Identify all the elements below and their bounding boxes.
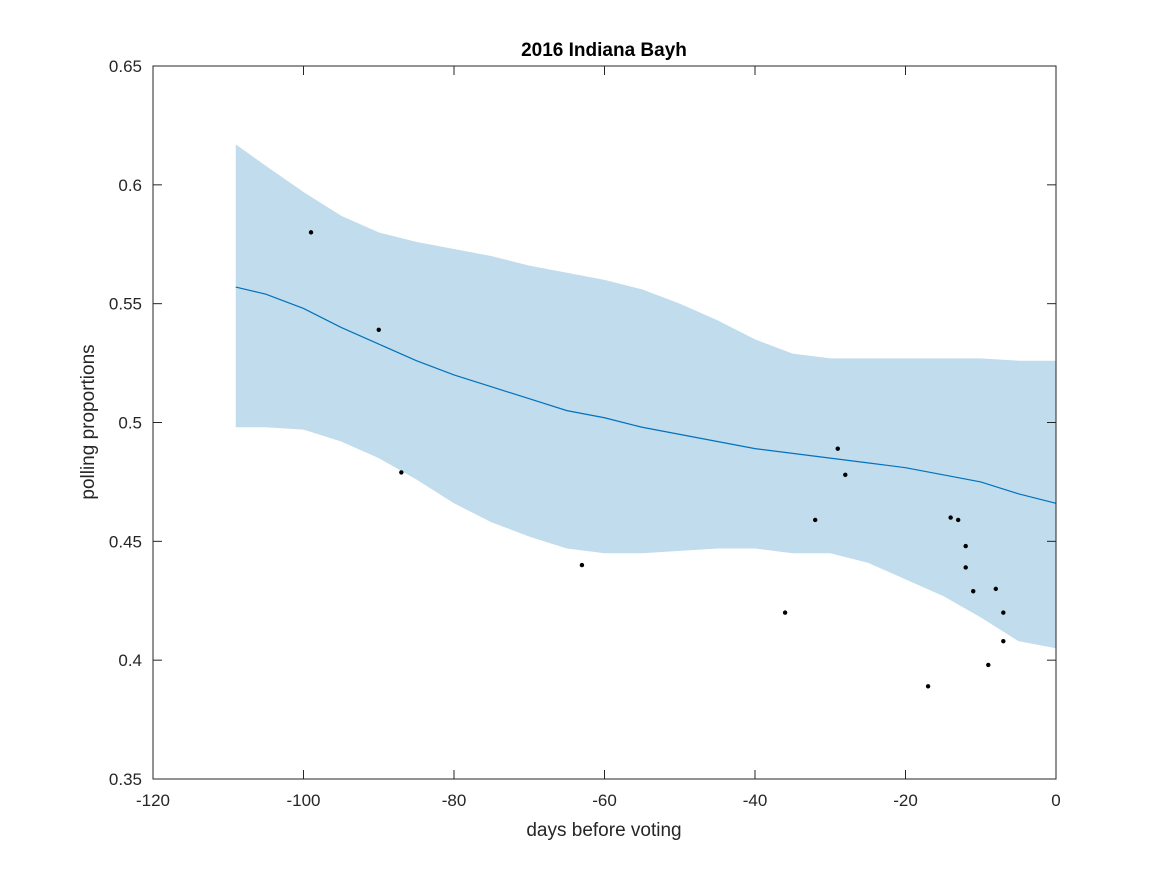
y-axis-label: polling proportions	[78, 344, 99, 499]
x-tick-label: 0	[1051, 791, 1060, 810]
data-point	[813, 517, 818, 523]
data-point	[963, 565, 968, 570]
data-point	[963, 543, 968, 549]
x-tick-label: -100	[286, 791, 320, 810]
y-tick-label: 0.45	[109, 532, 142, 551]
data-point	[986, 662, 991, 668]
y-tick-label: 0.65	[109, 57, 142, 76]
y-tick-label: 0.4	[118, 651, 142, 670]
data-point	[308, 230, 314, 235]
y-tick-label: 0.55	[109, 295, 142, 314]
x-tick-label: -20	[893, 791, 918, 810]
x-axis-label: days before voting	[526, 820, 681, 841]
trend-line	[235, 286, 1057, 504]
y-tick-label: 0.5	[118, 414, 142, 433]
plot-area	[235, 144, 1057, 689]
data-point	[1001, 638, 1006, 644]
x-tick-label: -120	[136, 791, 170, 810]
data-point	[399, 470, 404, 475]
data-point	[971, 589, 976, 594]
data-point	[782, 610, 788, 615]
data-point	[579, 562, 585, 568]
data-point	[993, 586, 998, 592]
axes: -120 -100 -80 -60 -40 -20 0 0.35 0.4 0.45 0.5 0.55 0…	[109, 57, 1061, 810]
data-point	[1001, 610, 1006, 615]
y-tick-label: 0.35	[109, 770, 142, 789]
x-tick-label: -80	[442, 791, 467, 810]
data-point	[948, 515, 953, 520]
data-point	[925, 684, 931, 689]
chart-title: 2016 Indiana Bayh	[521, 40, 687, 61]
data-point	[376, 327, 381, 333]
x-tick-label: -60	[592, 791, 617, 810]
x-tick-label: -40	[743, 791, 768, 810]
data-point	[835, 446, 840, 451]
y-tick-label: 0.6	[118, 176, 142, 195]
data-point	[955, 517, 961, 523]
data-point	[843, 472, 848, 477]
confidence-band	[235, 144, 1056, 649]
